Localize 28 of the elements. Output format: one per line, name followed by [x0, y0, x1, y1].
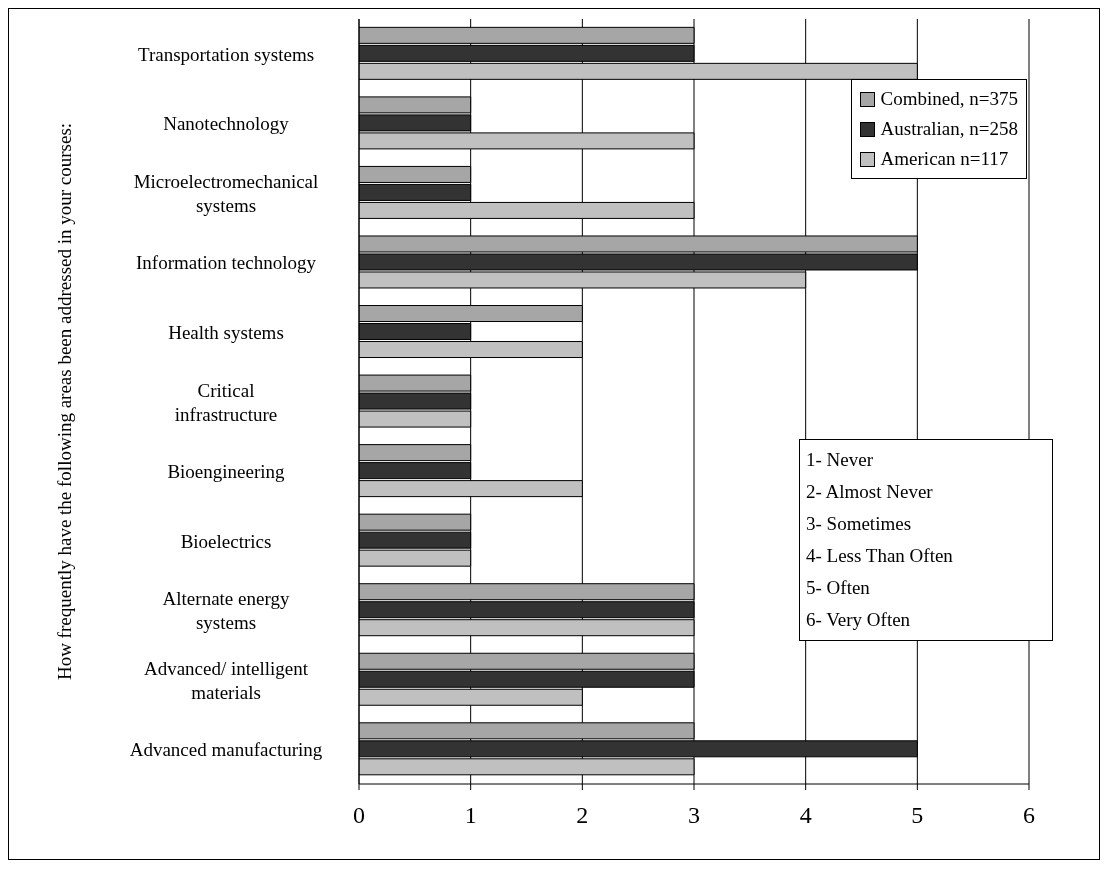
- x-tick-label: 1: [464, 802, 477, 829]
- y-tick-label: Alternate energy systems: [162, 587, 290, 633]
- annotation: 5- Often: [806, 576, 871, 600]
- annotation: 1- Never: [806, 448, 874, 472]
- annotation: 3- Sometimes: [806, 512, 913, 536]
- x-tick-label: 6: [1023, 802, 1035, 829]
- x-tick-label: 5: [911, 802, 924, 829]
- x-tick-label: 4: [799, 802, 812, 829]
- y-tick-label: Information technology: [136, 251, 317, 273]
- x-tick-label: 3: [688, 802, 700, 829]
- x-tick-label: 2: [576, 802, 589, 829]
- y-tick-label: Bioengineering: [167, 460, 286, 482]
- annotation: 2- Almost Never: [806, 480, 934, 504]
- annotation: 6- Very Often: [806, 608, 912, 632]
- y-tick-label: Health systems: [168, 321, 284, 343]
- y-tick-label: Advanced/ intelligent materials: [143, 657, 309, 703]
- y-tick-label: Critical infrastructure: [174, 379, 278, 424]
- legend-label: Australian, n=258: [880, 117, 1018, 141]
- legend-label: American n=117: [880, 147, 1009, 171]
- y-tick-label: Advanced manufacturing: [129, 738, 323, 760]
- annotation: 4- Less Than Often: [806, 544, 954, 568]
- y-tick-label: Microelectromechanical systems: [133, 170, 319, 216]
- y-axis-title: How frequently have the following areas been addressed in your courses:: [53, 122, 75, 681]
- y-tick-label: Bioelectrics: [180, 530, 272, 552]
- x-tick-label: 0: [353, 802, 365, 829]
- legend-label: Combined, n=375: [880, 87, 1018, 111]
- y-tick-label: Transportation systems: [137, 43, 315, 65]
- y-tick-label: Nanotechnology: [163, 112, 290, 134]
